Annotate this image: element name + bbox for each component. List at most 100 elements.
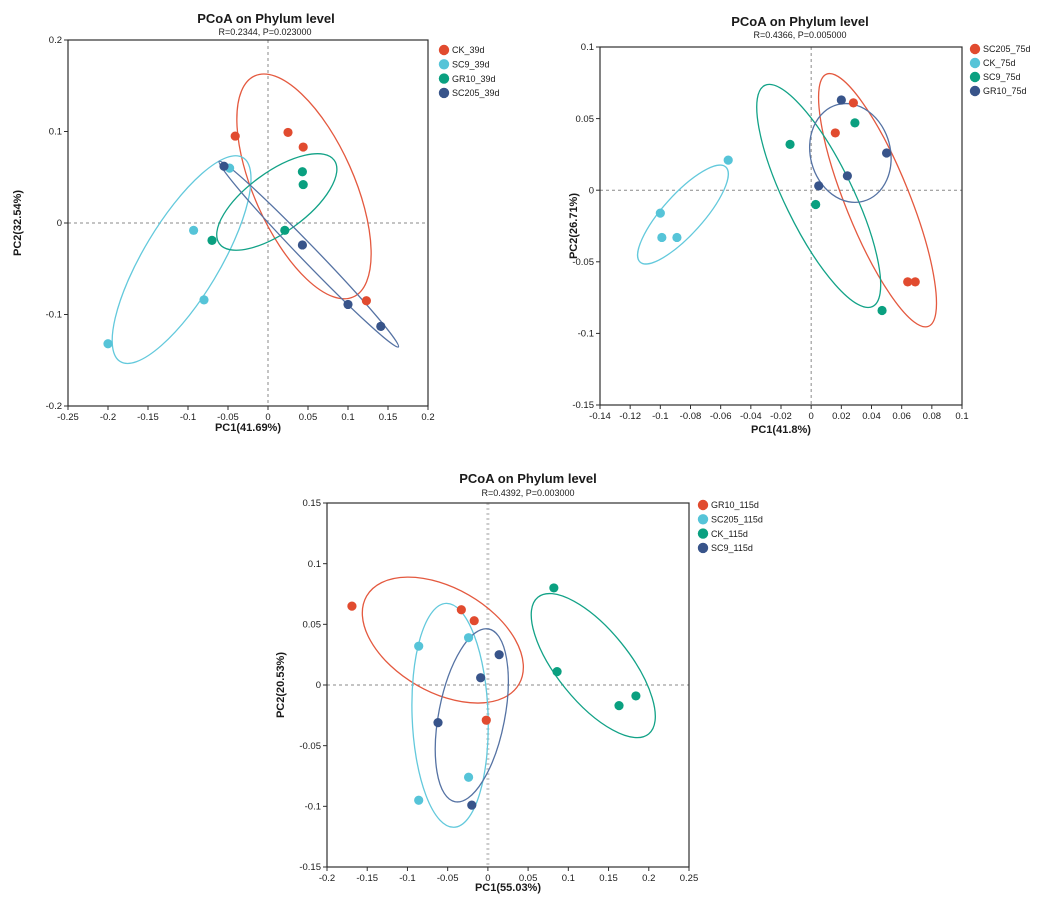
confidence-ellipse-SC205_115d [411,602,489,828]
chart-title: PCoA on Phylum level [459,471,597,486]
x-axis-tick-label: 0.05 [519,873,538,884]
x-axis-tick-label: -0.1 [652,411,668,422]
legend-swatch-SC9_115d [697,542,709,554]
y-axis-tick-label: 0.05 [303,620,322,631]
data-point-CK_75d [672,232,682,243]
chart-title: PCoA on Phylum level [197,11,335,26]
chart-115d: -0.2 -0.15 -0.1 -0.05 0 0.05 0.1 0.15 0.2 0.250.1… [275,471,763,894]
legend-label-GR10_115d: GR10_115d [711,500,759,510]
legend-label-GR10_75d: GR10_75d [983,86,1027,96]
y-axis-tick-label: -0.1 [305,802,321,813]
data-point-SC9_75d [811,199,821,210]
data-point-SC205_115d [463,772,474,782]
y-axis-tick-label: 0.2 [49,35,62,46]
x-axis-tick-label: 0 [809,411,814,422]
x-axis-tick-label: -0.04 [740,411,762,422]
data-point-SC9_39d [189,225,199,235]
y-axis-tick-label: -0.2 [46,401,62,412]
x-axis-tick-label: 0.15 [599,873,618,884]
y-axis-label: PC2(20.53%) [275,652,287,718]
y-axis-tick-label: 0.1 [581,42,594,53]
data-point-GR10_115d [469,616,479,626]
y-axis-tick-label: -0.1 [578,329,594,340]
legend-swatch-SC205_75d [969,43,981,55]
data-point-SC9_75d [877,305,887,316]
x-axis-tick-label: 0.02 [832,411,851,422]
data-point-GR10_75d [814,181,824,191]
x-axis-tick-label: 0 [485,873,490,884]
confidence-ellipse-SC9_75d [756,83,882,309]
legend-label-SC9_75d: SC9_75d [983,72,1021,82]
data-point-GR10_39d [280,225,290,235]
data-point-CK_39d [298,142,308,152]
legend-label-GR10_39d: GR10_39d [452,74,496,84]
data-point-CK_39d [361,296,371,306]
plot-border [599,46,963,406]
y-axis-tick-label: 0 [589,185,594,196]
data-point-SC205_39d [343,299,353,310]
x-axis-tick-label: -0.2 [319,873,335,884]
data-point-CK_75d [723,155,733,165]
legend-label-CK_39d: CK_39d [452,45,485,55]
data-point-CK_75d [657,232,667,243]
data-point-SC205_115d [414,641,424,651]
x-axis-tick-label: 0.2 [642,873,655,884]
chart-75d: -0.14 -0.12 -0.1 -0.08 -0.06 -0.04 -0.02 0 0.02 0… [568,14,1031,436]
legend-swatch-SC9_75d [969,71,981,83]
confidence-ellipse-SC9_39d [111,155,252,365]
y-axis-tick-label: 0 [316,680,321,691]
y-axis-tick-label: -0.15 [572,400,594,411]
chart-39d: -0.25 -0.2 -0.15 -0.1 -0.05 0 0.05 0.1 0.15 0.20.… [12,11,500,434]
data-point-SC9_115d [433,718,443,728]
x-axis-tick-label: 0.05 [299,412,318,423]
x-axis-tick-label: -0.12 [619,411,641,422]
data-point-SC205_39d [376,321,386,331]
data-point-GR10_75d [836,95,846,105]
x-axis-tick-label: 0.15 [379,412,398,423]
confidence-ellipse-SC205_75d [817,72,938,328]
x-axis-tick-label: -0.15 [137,412,159,423]
data-point-CK_39d [283,127,293,138]
x-axis-tick-label: 0.08 [923,411,942,422]
confidence-ellipse-GR10_115d [361,576,525,704]
x-axis-tick-label: -0.06 [710,411,732,422]
data-point-CK_75d [655,208,665,218]
x-axis-tick-label: -0.2 [100,412,116,423]
x-axis-tick-label: 0 [265,412,270,423]
confidence-ellipse-SC9_115d [434,628,509,803]
y-axis-label: PC2(26.71%) [568,193,580,259]
legend-swatch-CK_39d [438,44,450,56]
y-axis-tick-label: 0.15 [303,498,322,509]
legend-swatch-CK_115d [697,528,709,539]
x-axis-tick-label: -0.02 [770,411,792,422]
data-point-CK_115d [552,667,562,677]
x-axis-label: PC1(41.8%) [751,424,811,436]
data-point-CK_115d [549,583,559,593]
data-point-SC205_75d [910,277,920,287]
x-axis-tick-label: -0.05 [437,873,459,884]
data-point-GR10_75d [842,171,852,181]
y-axis-tick-label: 0 [57,218,62,229]
legend-swatch-CK_75d [969,57,981,69]
y-axis-tick-label: 0.1 [308,559,321,570]
x-axis-tick-label: -0.25 [57,412,79,423]
data-point-SC9_39d [103,339,113,349]
legend-swatch-SC205_39d [438,87,450,99]
x-axis-tick-label: 0.1 [955,411,968,422]
legend-swatch-GR10_39d [438,73,450,84]
x-axis-tick-label: -0.15 [356,873,378,884]
data-point-SC205_39d [219,161,229,171]
data-point-GR10_39d [298,179,308,190]
x-axis-label: PC1(41.69%) [215,422,281,434]
data-point-CK_39d [230,131,240,141]
confidence-ellipse-CK_115d [530,592,656,739]
y-axis-tick-label: 0.05 [576,114,595,125]
confidence-ellipse-GR10_39d [216,153,338,251]
legend-label-SC205_39d: SC205_39d [452,88,500,98]
legend-label-CK_75d: CK_75d [983,58,1016,68]
confidence-ellipse-CK_75d [636,164,729,265]
data-point-SC205_75d [830,128,840,138]
data-point-SC9_75d [785,139,795,149]
chart-title: PCoA on Phylum level [731,14,869,29]
